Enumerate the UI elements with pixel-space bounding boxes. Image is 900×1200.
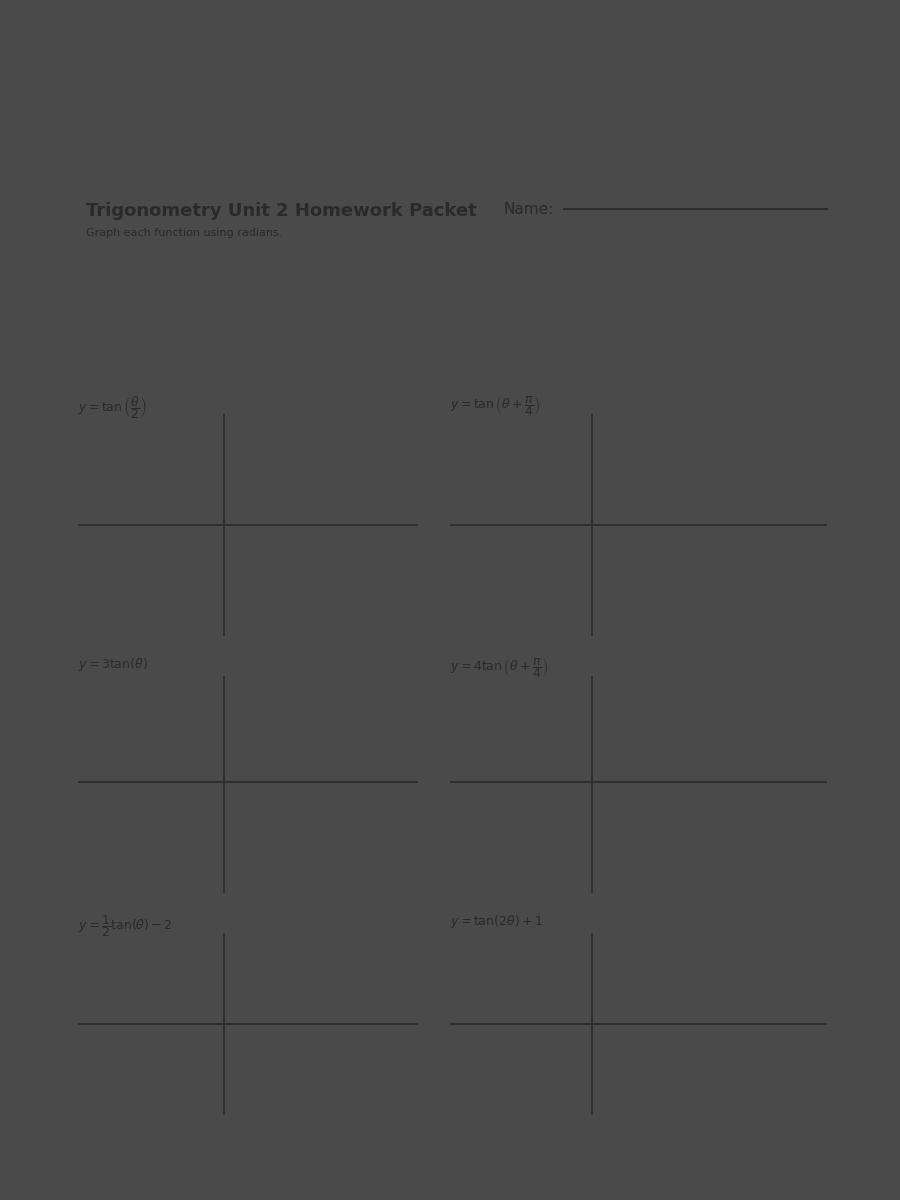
Text: $y = \dfrac{1}{2}\tan(\theta) - 2$: $y = \dfrac{1}{2}\tan(\theta) - 2$	[78, 913, 172, 938]
Text: Graph each function using radians.: Graph each function using radians.	[86, 228, 283, 238]
Text: $y = 3\tan(\theta)$: $y = 3\tan(\theta)$	[78, 656, 148, 673]
Text: Name:: Name:	[503, 203, 554, 217]
Text: Trigonometry Unit 2 Homework Packet: Trigonometry Unit 2 Homework Packet	[86, 203, 477, 221]
Text: $y = \tan(2\theta) + 1$: $y = \tan(2\theta) + 1$	[451, 913, 544, 930]
Text: $y = 4\tan\left(\theta + \dfrac{\pi}{4}\right)$: $y = 4\tan\left(\theta + \dfrac{\pi}{4}\…	[451, 656, 549, 680]
Text: $y = \tan\left(\theta + \dfrac{\pi}{4}\right)$: $y = \tan\left(\theta + \dfrac{\pi}{4}\r…	[451, 394, 541, 418]
Text: $y = \tan\left(\dfrac{\theta}{2}\right)$: $y = \tan\left(\dfrac{\theta}{2}\right)$	[78, 394, 148, 421]
